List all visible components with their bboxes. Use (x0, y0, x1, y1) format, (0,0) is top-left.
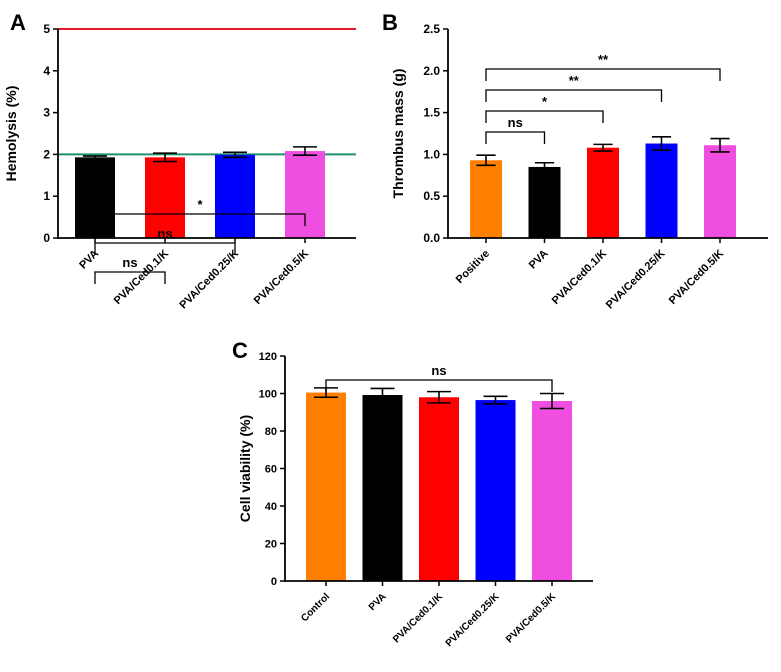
significance-label: * (542, 94, 548, 109)
x-tick-label: PVA (77, 248, 101, 272)
significance-label: ** (598, 52, 609, 67)
x-tick-label: PVA/Ced0.25/K (177, 248, 241, 312)
bar-pva-ced0-5-k (532, 401, 572, 581)
bar-control (306, 392, 346, 581)
y-tick-label: 0.5 (423, 189, 440, 203)
bar-pva-ced0-25-k (475, 400, 516, 581)
y-tick-label: 40 (265, 501, 277, 513)
significance-bracket (485, 89, 663, 102)
significance-label: ns (508, 115, 523, 130)
y-tick-label: 2 (43, 147, 50, 161)
y-tick-label: 1.5 (423, 106, 440, 120)
bar-pva (528, 166, 561, 238)
y-axis-title: Thrombus mass (g) (390, 69, 406, 199)
y-tick-label: 5 (43, 22, 50, 36)
bar-pva-ced0-25-k (215, 154, 255, 238)
significance-label: ns (157, 226, 172, 241)
bar-pva-ced0-5-k (704, 145, 736, 238)
y-tick-label: 0.0 (423, 231, 440, 245)
y-tick-label: 0 (271, 576, 277, 588)
significance-bracket (94, 213, 306, 226)
y-axis-title: Cell viability (%) (237, 415, 253, 522)
bar-pva-ced0-1-k (419, 397, 459, 581)
y-tick-label: 80 (265, 426, 277, 438)
x-tick-label: PVA/Ced0.25/K (604, 248, 668, 312)
panel-b: B 0.0 0.5 1.0 1.5 2.0 2.5 Positive PVA PVA/Ced0.1… (382, 10, 768, 311)
y-tick-label: 120 (259, 351, 277, 363)
y-tick-label: 1.0 (423, 147, 440, 161)
panel-letter: B (382, 10, 398, 35)
x-tick-label: PVA/Ced0.25/K (444, 591, 502, 649)
significance-bracket (94, 271, 166, 284)
significance-bracket (485, 131, 546, 144)
bar-pva-ced0-1-k (145, 157, 185, 238)
y-tick-label: 2.5 (423, 22, 440, 36)
panel-a: A 0 1 2 3 4 5 PVA PVA/Ced0.1/K PVA/Ced0.25/K PVA/C… (3, 10, 356, 311)
significance-label: * (197, 197, 203, 212)
bar-positive (470, 160, 502, 238)
y-tick-label: 100 (259, 389, 277, 401)
significance-bracket (94, 242, 236, 255)
x-tick-label: PVA/Ced0.5/K (252, 248, 311, 307)
y-tick-label: 0 (43, 231, 50, 245)
bar-pva-ced0-25-k (645, 143, 678, 238)
significance-bracket (485, 68, 721, 81)
panel-letter: C (232, 338, 248, 363)
y-tick-label: 3 (43, 106, 50, 120)
panel-letter: A (10, 10, 26, 35)
x-tick-label: PVA (527, 248, 551, 272)
x-tick-label: Positive (454, 248, 492, 286)
x-tick-label: PVA (367, 591, 389, 613)
significance-label: ns (431, 363, 446, 378)
significance-bracket (325, 379, 553, 392)
x-tick-label: PVA/Ced0.1/K (112, 248, 171, 307)
significance-label: ns (122, 255, 137, 270)
y-tick-label: 60 (265, 464, 277, 476)
x-tick-label: PVA/Ced0.5/K (667, 248, 726, 307)
x-tick-label: Control (299, 591, 332, 624)
y-tick-label: 1 (43, 189, 50, 203)
x-tick-label: PVA/Ced0.1/K (550, 248, 609, 307)
significance-label: ** (569, 73, 580, 88)
y-tick-label: 4 (43, 64, 50, 78)
y-tick-label: 20 (265, 539, 277, 551)
bar-pva (362, 395, 403, 581)
y-axis-title: Hemolysis (%) (3, 86, 19, 182)
x-tick-label: PVA/Ced0.1/K (391, 591, 446, 646)
y-tick-label: 2.0 (423, 64, 440, 78)
bar-pva-ced0-1-k (587, 147, 619, 238)
significance-bracket (485, 110, 604, 123)
x-tick-label: PVA/Ced0.5/K (504, 591, 559, 646)
